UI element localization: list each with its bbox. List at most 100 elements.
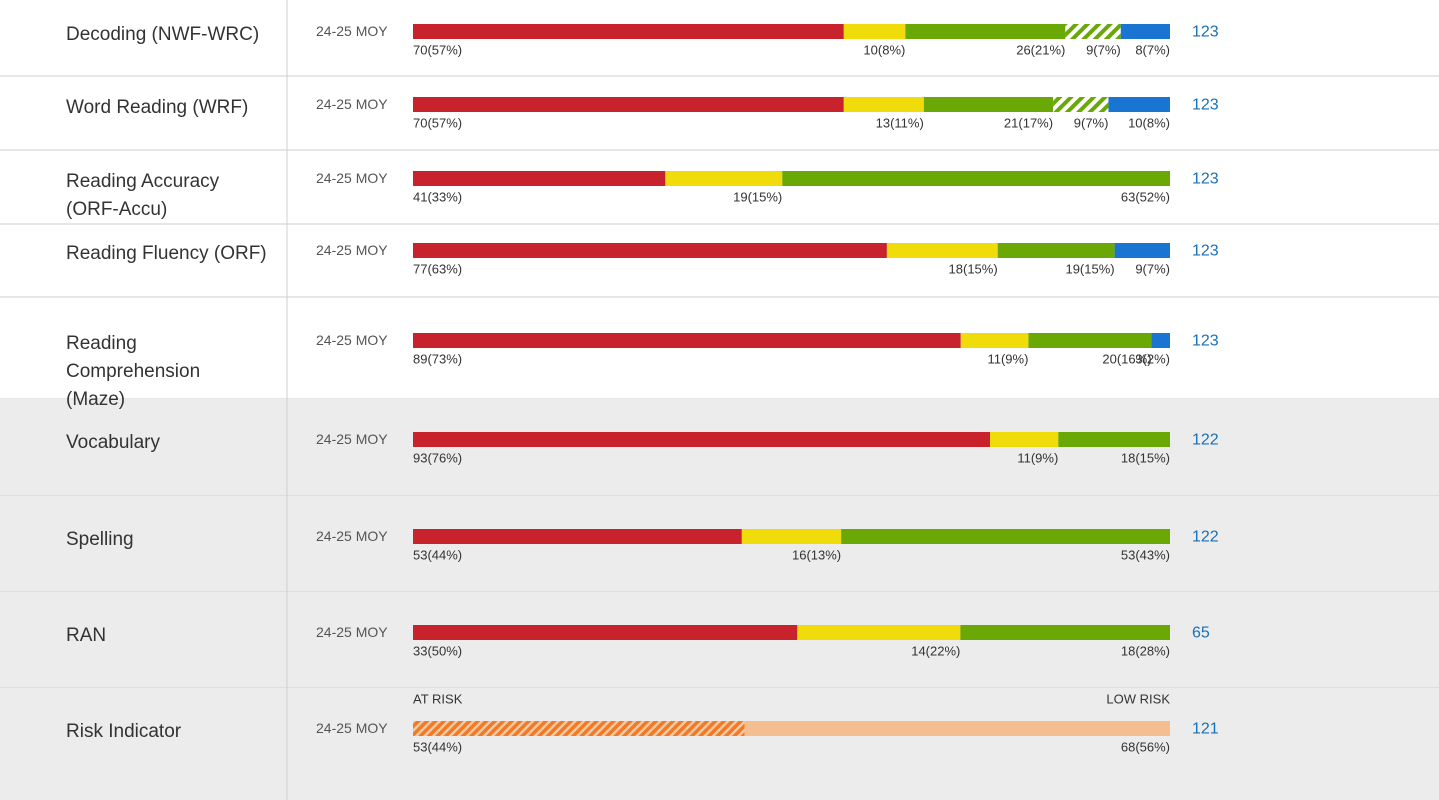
segment-label: 10(8%) (863, 42, 905, 57)
row-label-line: Spelling (66, 529, 134, 550)
bar-segment (1065, 24, 1121, 39)
bar-segment (843, 24, 906, 39)
segment-label: 89(73%) (413, 351, 462, 366)
segment-label: 18(15%) (949, 261, 998, 276)
bar-segment (413, 24, 844, 39)
segment-label: 68(56%) (1121, 739, 1170, 754)
segment-label: 41(33%) (413, 189, 462, 204)
row-label-line: Reading Accuracy (66, 171, 220, 192)
total: 123 (1192, 97, 1219, 114)
total: 123 (1192, 24, 1219, 41)
bar-segment (1151, 333, 1170, 348)
segment-label: 26(21%) (1016, 42, 1065, 57)
segment-label: 14(22%) (911, 643, 960, 658)
segment-label: 8(7%) (1135, 42, 1170, 57)
row-label-line: RAN (66, 625, 107, 646)
scale-label: LOW RISK (1106, 691, 1170, 706)
segment-label: 77(63%) (413, 261, 462, 276)
segment-label: 11(9%) (987, 351, 1028, 366)
total: 122 (1192, 432, 1219, 449)
row-label: Risk Indicator (66, 718, 181, 746)
segment-label: 19(15%) (733, 189, 782, 204)
bar-segment (413, 432, 991, 447)
segment-label: 16(13%) (792, 547, 841, 562)
bar-segment (1120, 24, 1170, 39)
row-label-line: Reading Fluency (ORF) (66, 243, 267, 264)
segment-label: 19(15%) (1065, 261, 1114, 276)
bar-segment (797, 625, 961, 640)
segment-label: 9(7%) (1135, 261, 1170, 276)
segment-label: 53(43%) (1121, 547, 1170, 562)
segment-label: 3(2%) (1135, 351, 1170, 366)
total: 122 (1192, 529, 1219, 546)
row-label-line: Comprehension (66, 361, 201, 382)
segment-label: 63(52%) (1121, 189, 1170, 204)
segment-label: 53(44%) (413, 739, 462, 754)
scale-label: AT RISK (413, 691, 463, 706)
bar-segment (923, 97, 1054, 112)
bar-segment (990, 432, 1059, 447)
row-label: Spelling (66, 526, 134, 554)
bar-segment (960, 333, 1029, 348)
row-label: Word Reading (WRF) (66, 94, 248, 122)
segment-label: 10(8%) (1128, 115, 1170, 130)
period: 24-25 MOY (316, 170, 388, 186)
row-label: RAN (66, 622, 106, 650)
bar-segment (843, 97, 924, 112)
row-label: Reading Fluency (ORF) (66, 240, 267, 268)
bar-segment (413, 243, 887, 258)
bar-segment (1058, 432, 1170, 447)
period: 24-25 MOY (316, 242, 388, 258)
row-label-line: Reading (66, 333, 137, 354)
bar-segment (782, 171, 1170, 186)
bar-segment (1114, 243, 1170, 258)
row-label-line: Word Reading (WRF) (66, 97, 249, 118)
period: 24-25 MOY (316, 23, 388, 39)
bar-segment (413, 171, 666, 186)
row-label: Decoding (NWF-WRC) (66, 21, 259, 49)
total: 123 (1192, 243, 1219, 260)
segment-label: 11(9%) (1017, 450, 1058, 465)
row-label-line: (Maze) (66, 389, 126, 410)
segment-label: 93(76%) (413, 450, 462, 465)
bar-segment (1053, 97, 1109, 112)
bar-segment (413, 721, 745, 736)
row-background (0, 688, 1439, 800)
period: 24-25 MOY (316, 528, 388, 544)
bar-segment (1108, 97, 1170, 112)
bar-segment (886, 243, 998, 258)
bar-segment (413, 333, 961, 348)
segment-label: 20(16%) (1102, 351, 1151, 366)
segment-label: 21(17%) (1004, 115, 1053, 130)
period: 24-25 MOY (316, 431, 388, 447)
segment-label: 9(7%) (1086, 42, 1121, 57)
row-label: Reading Comprehension (Maze) (66, 330, 200, 414)
row-label-line: (ORF-Accu) (66, 199, 168, 220)
segment-label: 18(28%) (1121, 643, 1170, 658)
segment-label: 33(50%) (413, 643, 462, 658)
bar-segment (841, 529, 1170, 544)
row-label: Reading Accuracy (ORF-Accu) (66, 168, 219, 224)
segment-label: 9(7%) (1074, 115, 1109, 130)
bar-segment (413, 625, 798, 640)
bar-segment (744, 721, 1170, 736)
bar-segment (665, 171, 783, 186)
total: 65 (1192, 625, 1210, 642)
period: 24-25 MOY (316, 720, 388, 736)
bar-segment (905, 24, 1066, 39)
total: 121 (1192, 721, 1219, 738)
segment-label: 70(57%) (413, 42, 462, 57)
bar-segment (413, 97, 844, 112)
total: 123 (1192, 333, 1219, 350)
period: 24-25 MOY (316, 332, 388, 348)
row-label-line: Risk Indicator (66, 721, 182, 742)
bar-segment (741, 529, 842, 544)
bar-segment (413, 529, 742, 544)
segment-label: 53(44%) (413, 547, 462, 562)
row-background (0, 399, 1439, 496)
row-label-line: Vocabulary (66, 432, 161, 453)
period: 24-25 MOY (316, 624, 388, 640)
segment-label: 18(15%) (1121, 450, 1170, 465)
